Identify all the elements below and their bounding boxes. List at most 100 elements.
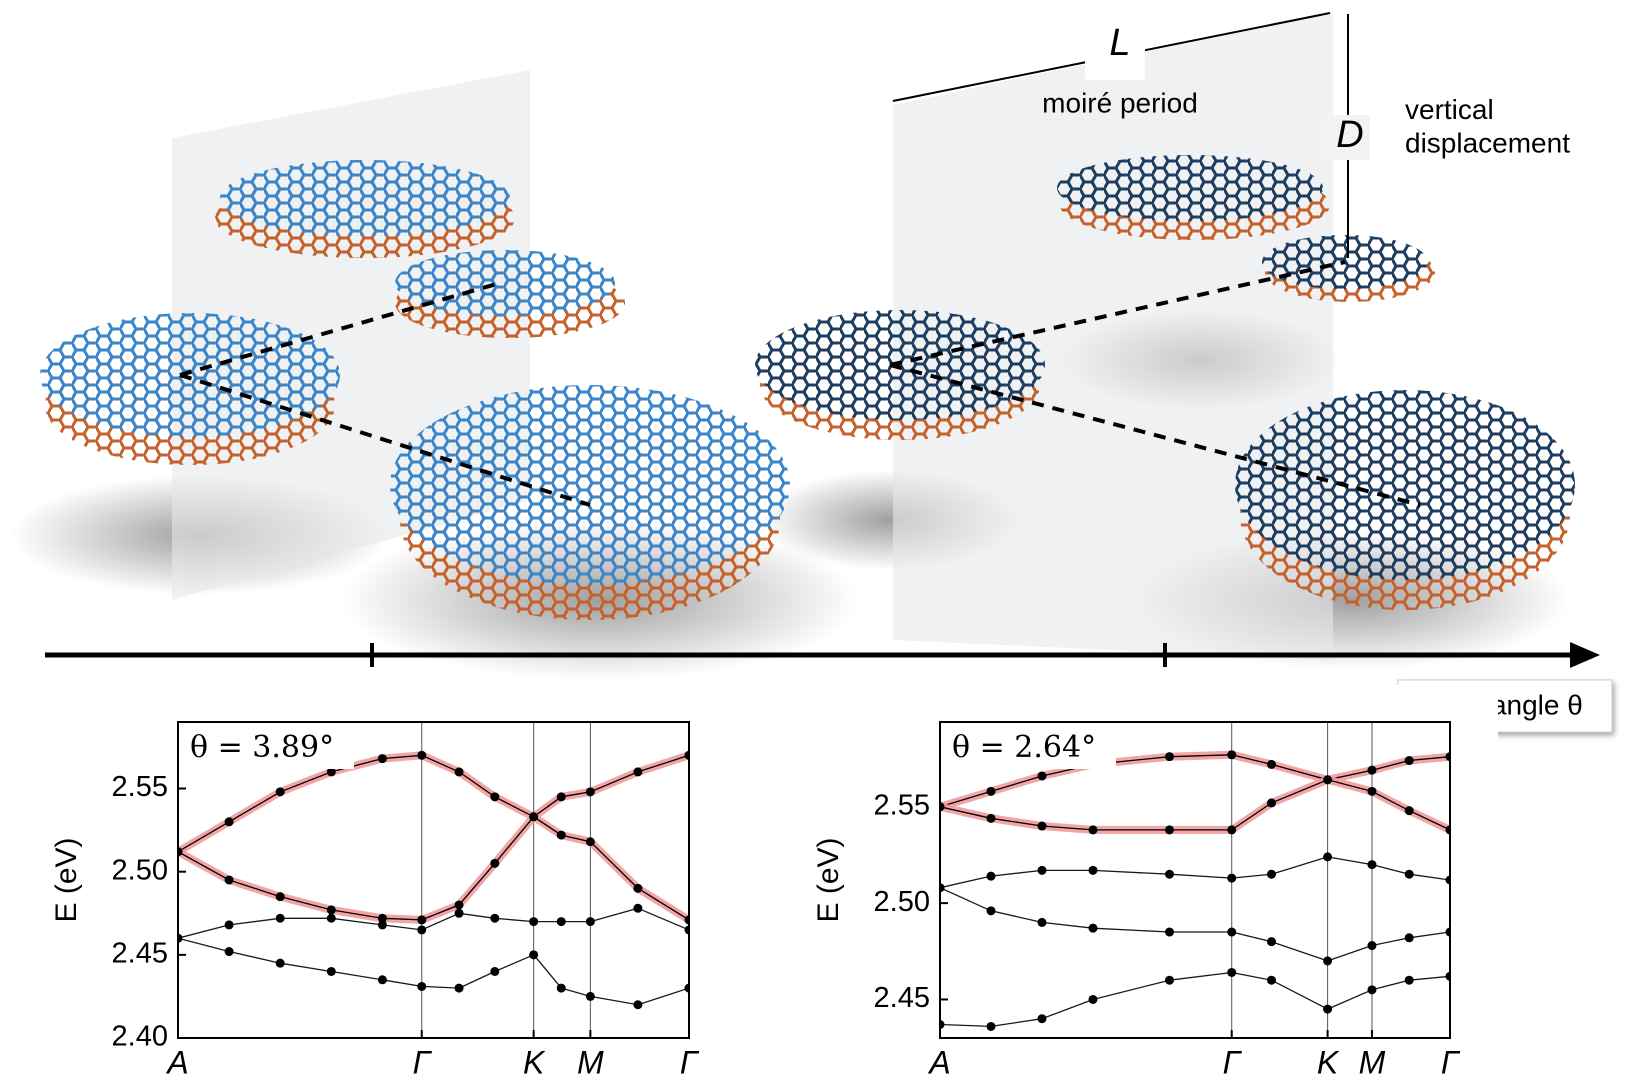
- x-tick-label: K: [1317, 1044, 1340, 1080]
- band-point: [1227, 927, 1237, 937]
- band-point: [1088, 994, 1098, 1004]
- band-point: [1088, 865, 1098, 875]
- x-tick-label: Γ: [1441, 1044, 1461, 1080]
- y-axis-label: E (eV): [50, 837, 83, 922]
- band-point: [1445, 752, 1450, 762]
- band-point: [585, 787, 595, 797]
- band-point: [1367, 786, 1377, 796]
- x-tick-label: K: [523, 1044, 546, 1080]
- bilayer: [40, 155, 1575, 620]
- band-point: [1267, 975, 1276, 985]
- plot-area: [178, 750, 689, 1010]
- band-point: [585, 991, 595, 1001]
- band-point: [1367, 941, 1377, 951]
- chart: A Γ K M Γ 2.45 2.50 2.55 E (eV) θ = 2.64°: [812, 721, 1461, 1080]
- band-point: [1367, 765, 1377, 775]
- band-point: [633, 883, 643, 893]
- band-point: [556, 830, 566, 840]
- band-point: [1445, 875, 1450, 885]
- band-point: [1165, 927, 1174, 937]
- y-tick-label: 2.50: [112, 854, 168, 886]
- band-point: [1227, 967, 1237, 977]
- band-point: [1267, 759, 1276, 769]
- x-tick-label: Γ: [1223, 1044, 1243, 1080]
- band-point: [633, 1000, 643, 1010]
- band-point: [1404, 756, 1414, 766]
- band-point: [633, 903, 643, 913]
- band-point: [178, 933, 183, 943]
- band-point: [275, 958, 285, 968]
- band-point: [585, 837, 595, 847]
- band-point: [490, 966, 500, 976]
- band-point: [490, 792, 500, 802]
- band-point: [490, 913, 500, 923]
- band-point: [986, 1021, 996, 1031]
- band-point: [224, 817, 234, 827]
- band-point: [529, 812, 539, 822]
- band-point: [326, 767, 336, 777]
- x-tick-label: A: [165, 1044, 188, 1080]
- band-point: [417, 750, 427, 760]
- band-point: [1404, 806, 1414, 816]
- band-point: [377, 920, 387, 930]
- band-point: [1404, 869, 1414, 879]
- band-point: [454, 767, 464, 777]
- y-tick-label: 2.45: [874, 982, 930, 1014]
- band-point: [417, 915, 427, 925]
- band-point: [1445, 971, 1450, 981]
- band-point: [417, 925, 427, 935]
- band-point: [529, 917, 539, 927]
- band-point: [585, 917, 595, 927]
- band-point: [940, 802, 945, 812]
- band-point: [529, 950, 539, 960]
- panel: [768, 685, 1498, 1085]
- displacement-symbol: D: [1336, 114, 1363, 156]
- connector: [179, 260, 1421, 507]
- x-tick-label: Γ: [413, 1044, 433, 1080]
- plot-frame: [939, 721, 1451, 1039]
- band-point: [1165, 825, 1174, 835]
- x-tick-label: Γ: [680, 1044, 700, 1080]
- band-point: [684, 983, 689, 993]
- band-point: [1227, 825, 1237, 835]
- band-point: [377, 913, 387, 923]
- band-point: [377, 975, 387, 985]
- band-point: [1367, 985, 1377, 995]
- band-point: [1037, 865, 1047, 875]
- band-point: [1227, 750, 1237, 760]
- band-point: [1037, 821, 1047, 831]
- band-point: [1165, 752, 1174, 762]
- y-tick-label: 2.55: [112, 771, 168, 803]
- arrow-head: [1570, 642, 1600, 668]
- annotation-bg: [946, 727, 1116, 769]
- band-point: [556, 917, 566, 927]
- band-point: [684, 915, 689, 925]
- band-point: [986, 906, 996, 916]
- band-point: [454, 983, 464, 993]
- y-tick-label: 2.40: [112, 1021, 168, 1053]
- band-point: [633, 767, 643, 777]
- band-point: [1267, 937, 1276, 947]
- length-symbol: L: [1109, 22, 1130, 64]
- band-point: [940, 883, 945, 893]
- band-point: [224, 875, 234, 885]
- band-point: [326, 966, 336, 976]
- band-point: [454, 900, 464, 910]
- band-point: [1165, 869, 1174, 879]
- band-point: [1445, 927, 1450, 937]
- band-point: [1165, 975, 1174, 985]
- band-point: [417, 981, 427, 991]
- band-point: [1037, 771, 1047, 781]
- band-point: [1227, 873, 1237, 883]
- band-point: [1323, 1004, 1333, 1014]
- x-tick-label: A: [927, 1044, 950, 1080]
- band-point: [940, 1020, 945, 1030]
- plot-frame: [177, 721, 690, 1039]
- band-point: [275, 892, 285, 902]
- band-point: [556, 792, 566, 802]
- y-axis-label: E (eV): [812, 837, 845, 922]
- band-point: [986, 871, 996, 881]
- annotation: θ = 3.89°: [190, 730, 334, 765]
